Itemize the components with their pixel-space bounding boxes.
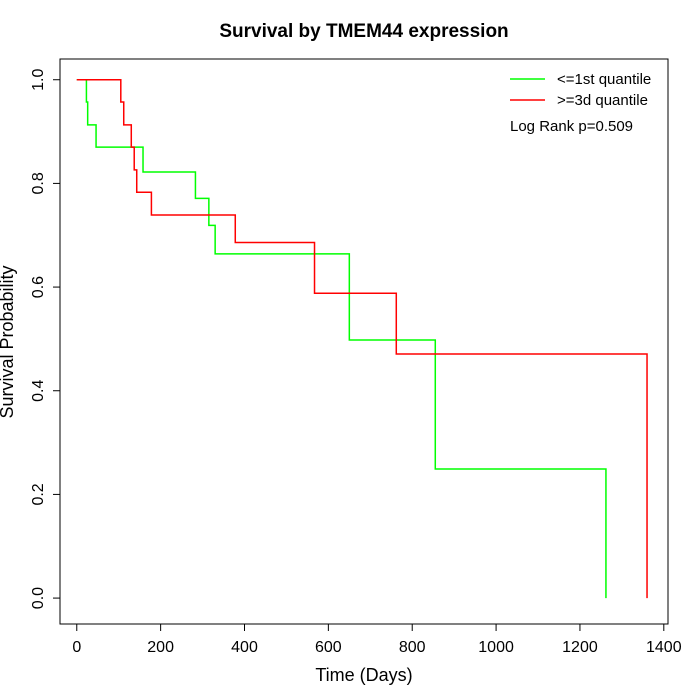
series-lines (76, 78, 648, 599)
y-tick-label: 0.8 (30, 172, 47, 194)
x-tick-label: 0 (72, 639, 81, 656)
y-tick-label: 0.4 (30, 380, 47, 402)
y-axis-label: Survival Probability (0, 265, 17, 418)
x-tick-label: 800 (399, 639, 426, 656)
series-high-quantile-line (76, 78, 648, 599)
x-tick-label: 1000 (478, 639, 514, 656)
x-tick-label: 600 (315, 639, 342, 656)
legend-label-high: >=3d quantile (557, 92, 648, 109)
y-tick-label: 0.6 (30, 276, 47, 298)
x-tick-label: 400 (231, 639, 258, 656)
y-tick-label: 0.2 (30, 483, 47, 505)
series-low-quantile-line (76, 78, 607, 599)
legend-label-low: <=1st quantile (557, 71, 651, 88)
legend: <=1st quantile >=3d quantile (510, 71, 651, 109)
log-rank-annotation: Log Rank p=0.509 (510, 118, 633, 135)
x-axis-label: Time (Days) (315, 665, 412, 685)
y-tick-label: 0.0 (30, 587, 47, 609)
x-axis: 0 200 400 600 800 1000 1200 1400 (72, 623, 682, 656)
chart-title: Survival by TMEM44 expression (219, 21, 508, 42)
y-axis: 0.0 0.2 0.4 0.6 0.8 1.0 (30, 69, 61, 609)
y-tick-label: 1.0 (30, 69, 47, 91)
x-tick-label: 1200 (562, 639, 598, 656)
x-tick-label: 200 (147, 639, 174, 656)
plot-frame (59, 58, 669, 625)
x-tick-label: 1400 (646, 639, 682, 656)
